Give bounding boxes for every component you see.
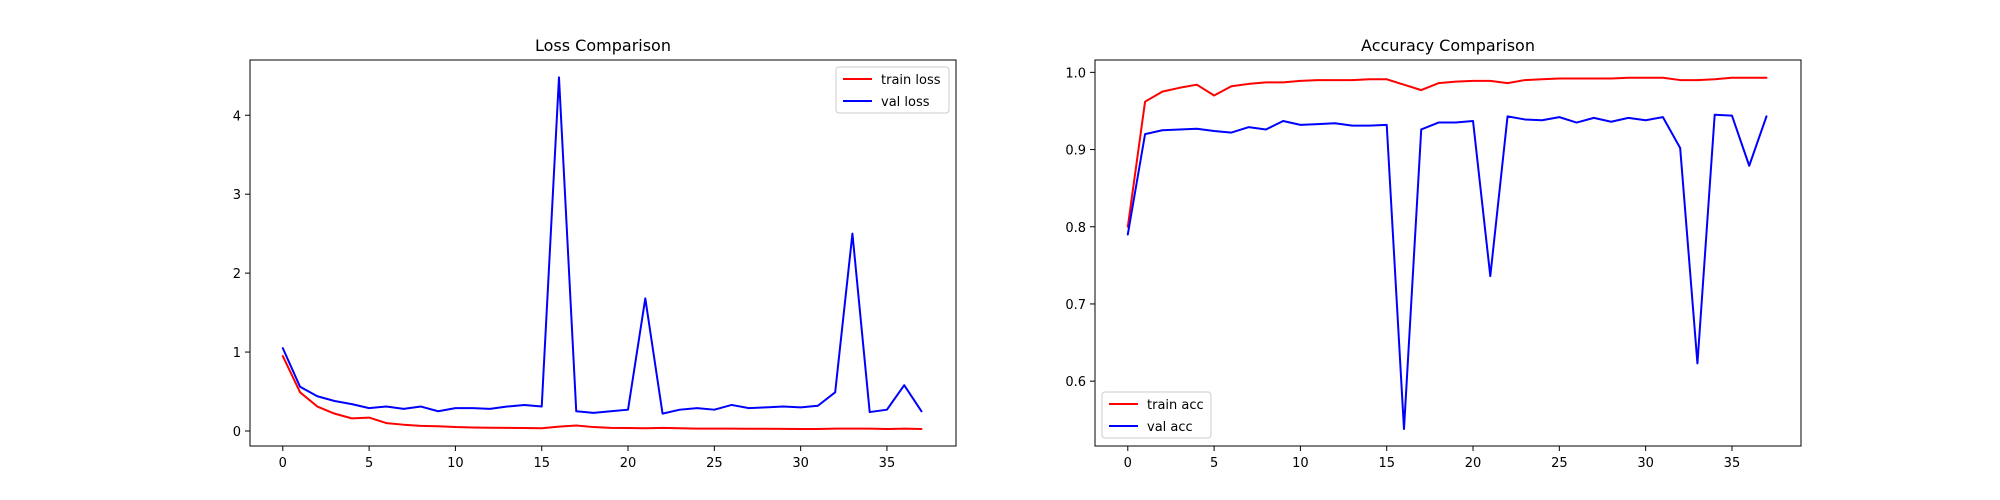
- accuracy-series-layer: [1126, 76, 1768, 431]
- accuracy-ticks-layer: 0 5 10 15 20 25 30 35 0.6 0.7 0.8 0.9 1.0: [1065, 66, 1740, 471]
- accuracy-x-tick-label: 0: [1124, 456, 1132, 471]
- accuracy-x-tick-label: 25: [1551, 456, 1568, 471]
- accuracy-y-tick-label: 0.6: [1065, 375, 1086, 390]
- accuracy-x-tick-label: 5: [1210, 456, 1218, 471]
- loss-y-tick-label: 2: [233, 267, 241, 282]
- loss-series-line-train-loss: [281, 355, 923, 431]
- accuracy-y-tick-label: 0.7: [1065, 298, 1086, 313]
- loss-x-tick-label: 5: [365, 456, 373, 471]
- loss-chart-title: Loss Comparison: [535, 36, 671, 55]
- loss-axes-frame: [249, 59, 957, 447]
- loss-x-tick-label: 0: [279, 456, 287, 471]
- loss-y-tick-label: 1: [233, 346, 241, 361]
- loss-x-tick-label: 20: [620, 456, 637, 471]
- loss-legend-label-val: val loss: [881, 95, 930, 110]
- accuracy-chart-title: Accuracy Comparison: [1361, 36, 1535, 55]
- loss-x-tick-label: 30: [792, 456, 809, 471]
- loss-series-layer: [281, 76, 923, 431]
- loss-y-tick-label: 3: [233, 188, 241, 203]
- loss-legend: train loss val loss: [835, 66, 950, 114]
- accuracy-legend-label-train: train acc: [1147, 398, 1204, 413]
- loss-y-tick-label: 4: [233, 109, 241, 124]
- loss-y-tick-label: 0: [233, 425, 241, 440]
- accuracy-x-tick-label: 10: [1292, 456, 1309, 471]
- accuracy-series-line-val-acc: [1126, 113, 1768, 431]
- loss-ticks-layer: 0 5 10 15 20 25 30 35 0 1 2 3 4: [233, 109, 896, 471]
- accuracy-axes-frame: [1094, 59, 1802, 447]
- loss-legend-label-train: train loss: [881, 73, 941, 88]
- loss-x-tick-label: 25: [706, 456, 723, 471]
- accuracy-legend-label-val: val acc: [1147, 420, 1193, 435]
- accuracy-x-tick-label: 15: [1378, 456, 1395, 471]
- accuracy-y-tick-label: 1.0: [1065, 66, 1086, 81]
- loss-x-tick-label: 35: [879, 456, 896, 471]
- loss-x-tick-label: 10: [447, 456, 464, 471]
- accuracy-x-tick-label: 35: [1724, 456, 1741, 471]
- accuracy-chart: Accuracy Comparison 0 5 10 15 20 25 30 35 0.6 0.7…: [1065, 36, 1802, 471]
- accuracy-legend: train acc val acc: [1101, 391, 1212, 439]
- accuracy-x-tick-label: 30: [1637, 456, 1654, 471]
- accuracy-y-tick-label: 0.8: [1065, 221, 1086, 236]
- accuracy-series-line-train-acc: [1126, 76, 1768, 228]
- loss-series-line-val-loss: [281, 76, 923, 415]
- loss-chart: Loss Comparison 0 5 10 15 20 25 30 35 0 1 2 3 4 trai…: [233, 36, 957, 471]
- accuracy-y-tick-label: 0.9: [1065, 144, 1086, 159]
- loss-x-tick-label: 15: [533, 456, 550, 471]
- accuracy-x-tick-label: 20: [1465, 456, 1482, 471]
